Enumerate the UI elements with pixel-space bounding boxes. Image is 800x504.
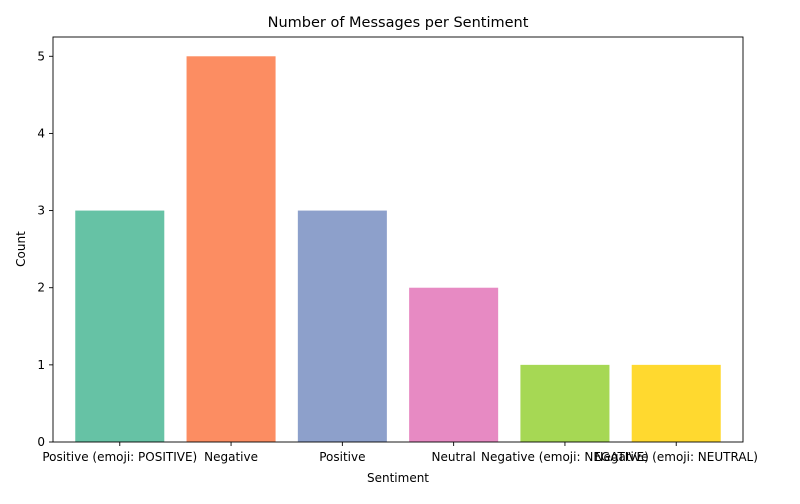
plot-frame <box>52 36 744 443</box>
x-tick-label: Negative <box>204 450 258 464</box>
bar <box>75 210 165 442</box>
x-tick-label: Positive (emoji: POSITIVE) <box>42 450 197 464</box>
y-tick-label: 0 <box>37 435 45 449</box>
bar <box>520 364 610 442</box>
y-tick-label: 5 <box>37 49 45 63</box>
bar <box>631 364 721 442</box>
x-ticks-group: Positive (emoji: POSITIVE) Negative Positi… <box>42 442 758 464</box>
y-tick-label: 4 <box>37 126 45 140</box>
chart-title: Number of Messages per Sentiment <box>268 15 529 31</box>
y-tick-label: 2 <box>37 281 45 295</box>
bar <box>409 287 499 442</box>
y-tick-label: 1 <box>37 358 45 372</box>
y-tick-label: 3 <box>37 204 45 218</box>
x-tick-label: Negative (emoji: NEGATIVE) <box>481 450 649 464</box>
bar <box>186 56 276 443</box>
bar <box>297 210 387 442</box>
y-axis-label: Count <box>14 231 28 267</box>
plot-border <box>52 36 744 443</box>
x-tick-label: Negative (emoji: NEUTRAL) <box>595 450 758 464</box>
y-ticks-group: 0 1 2 3 4 5 <box>37 49 53 449</box>
bars-group <box>75 56 721 443</box>
x-tick-label: Positive <box>319 450 365 464</box>
x-tick-label: Neutral <box>431 450 475 464</box>
x-axis-label: Sentiment <box>367 471 429 485</box>
